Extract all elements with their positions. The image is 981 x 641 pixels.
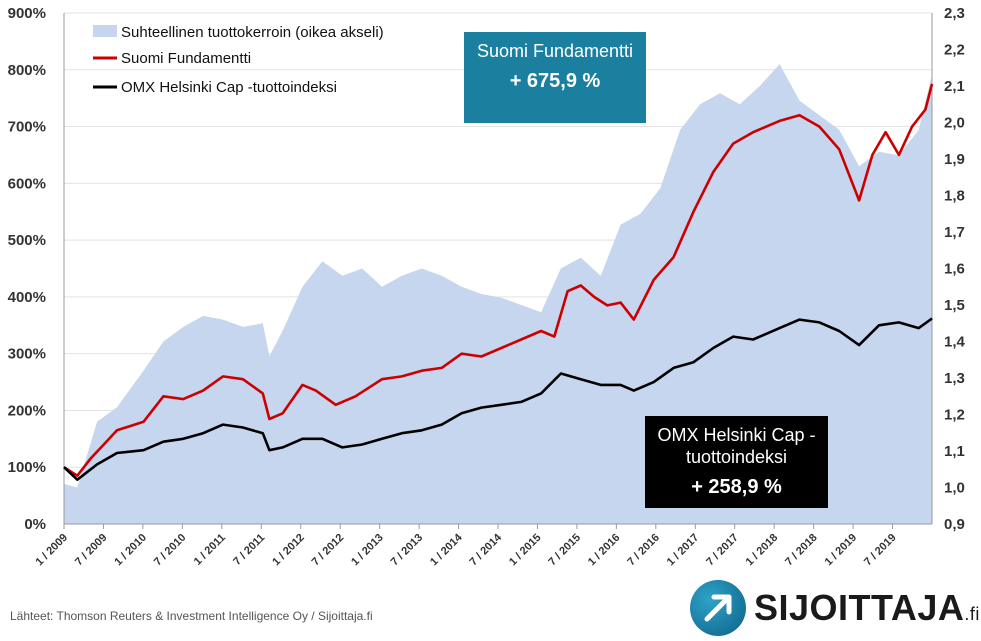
series-line-suomi-fundamentti [63,83,934,477]
line-layer [63,83,934,481]
x-tick-label: 7 / 2013 [389,532,426,569]
y-right-tick-label: 2,2 [944,42,965,59]
x-tick-label: 7 / 2010 [152,532,189,569]
source-note: Lähteet: Thomson Reuters & Investment In… [10,609,373,623]
y-left-tick-label: 600% [8,175,46,192]
x-tick-label: 1 / 2010 [112,532,149,569]
x-tick-label: 1 / 2016 [586,532,623,569]
x-tick-label: 7 / 2015 [546,532,583,569]
area-layer [64,64,932,524]
x-tick-label: 1 / 2014 [428,531,465,568]
series-line-omx-helsinki-cap [63,317,933,481]
y-right-tick-label: 1,2 [944,407,965,424]
y-left-tick-label: 300% [8,346,46,363]
y-left-tick-label: 800% [8,62,46,79]
y-left-tick-label: 200% [8,402,46,419]
annotation-omx: OMX Helsinki Cap - tuottoindeksi + 258,9… [645,416,828,508]
annotation-omx-value: + 258,9 % [691,476,782,498]
legend: Suhteellinen tuottokerroin (oikea akseli… [93,24,384,96]
y-right-tick-label: 1,1 [944,443,965,460]
annotation-suomi-value: + 675,9 % [509,70,601,92]
y-right-tick-label: 1,0 [944,480,965,497]
line-chart: 0% 100% 200% 300% 400% 500% 600% 700% 800% 900% 0,… [8,5,966,569]
x-tick-label: 1 / 2013 [349,532,386,569]
y-right-tick-label: 1,3 [944,370,965,387]
x-tick-label: 7 / 2014 [468,531,505,568]
y-right-tick-label: 1,4 [944,334,966,351]
legend-swatch-area [93,25,117,37]
y-right-tick-label: 1,8 [944,188,965,205]
y-left-tick-label: 100% [8,459,46,476]
x-tick-label: 1 / 2011 [192,532,228,568]
annotation-suomi-fundamentti: Suomi Fundamentti + 675,9 % [464,32,646,123]
y-right-tick-label: 2,0 [944,115,965,132]
annotation-omx-name: OMX Helsinki Cap - tuottoindeksi [657,425,816,467]
x-tick-label: 7 / 2017 [704,532,741,569]
annotation-suomi-name: Suomi Fundamentti [476,41,634,61]
y-left-tick-label: 0% [24,516,46,533]
y-left-tick-label: 400% [8,289,46,306]
x-tick-label: 1 / 2015 [507,532,544,569]
logo-text: SIJOITTAJA.fi [754,587,980,629]
x-tick-label: 7 / 2012 [310,532,347,569]
y-left-tick-label: 900% [8,5,46,22]
legend-label: OMX Helsinki Cap -tuottoindeksi [121,79,337,96]
logo-name: SIJOITTAJA [754,587,965,628]
x-tick-label: 1 / 2018 [744,532,781,569]
x-tick-label: 1 / 2019 [823,532,860,569]
sijoittaja-logo[interactable]: SIJOITTAJA.fi [690,580,980,636]
logo-suffix: .fi [964,604,980,624]
x-tick-label: 7 / 2009 [73,532,110,569]
y-left-tick-label: 700% [8,119,46,136]
x-tick-label: 7 / 2018 [783,532,820,569]
x-tick-label: 1 / 2017 [665,532,702,569]
y-right-tick-label: 0,9 [944,516,965,533]
y-right-tick-label: 1,7 [944,224,965,241]
x-tick-label: 1 / 2009 [34,532,71,569]
y-right-tick-label: 1,5 [944,297,965,314]
x-tick-label: 7 / 2011 [231,532,267,568]
y-right-tick-label: 2,1 [944,78,965,95]
y-left-tick-label: 500% [8,232,46,249]
series-area-relative-coefficient [64,64,932,524]
legend-label: Suomi Fundamentti [121,50,251,67]
arrow-up-right-icon [690,580,746,636]
x-tick-label: 7 / 2016 [625,532,662,569]
x-tick-label: 7 / 2019 [862,532,899,569]
y-right-tick-label: 1,6 [944,261,965,278]
x-tick-label: 1 / 2012 [270,532,307,569]
legend-label: Suhteellinen tuottokerroin (oikea akseli… [121,24,384,41]
y-right-tick-label: 2,3 [944,5,965,22]
y-right-tick-label: 1,9 [944,151,965,168]
